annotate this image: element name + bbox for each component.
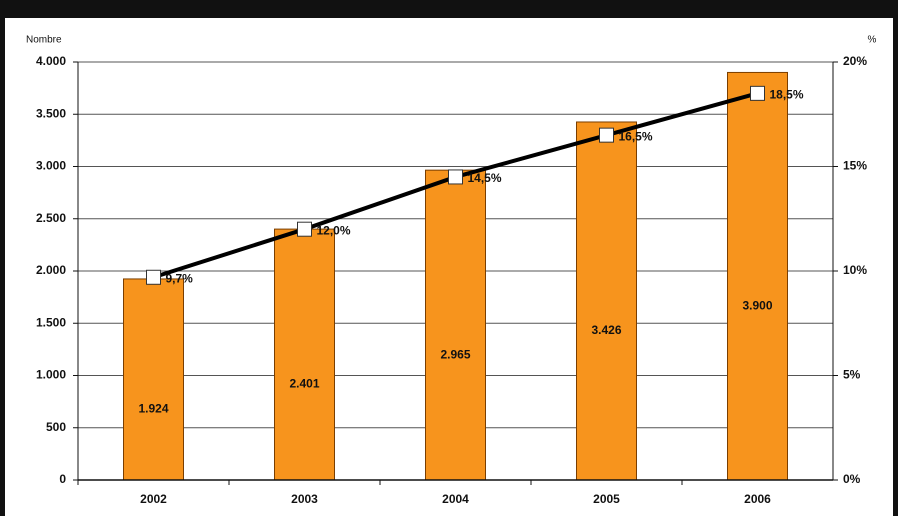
y-tick-label: 3.500 xyxy=(36,106,66,120)
line-value-label: 14,5% xyxy=(468,171,502,185)
y-tick-label: 0 xyxy=(59,472,66,486)
bar-value-label: 3.900 xyxy=(742,298,772,312)
line-marker xyxy=(599,127,614,143)
bar xyxy=(274,228,335,481)
top-band xyxy=(0,0,898,18)
left-border xyxy=(0,0,5,516)
line-value-label: 16,5% xyxy=(619,129,653,143)
bar-value-label: 2.401 xyxy=(289,377,319,391)
line-value-label: 18,5% xyxy=(770,88,804,102)
x-tick-label: 2003 xyxy=(291,492,318,506)
line-value-label: 12,0% xyxy=(317,223,351,237)
line-value-label: 9,7% xyxy=(166,271,194,285)
y-axis-label: Nombre xyxy=(26,35,62,46)
bar xyxy=(727,71,788,481)
x-tick-label: 2002 xyxy=(140,492,167,506)
x-tick-label: 2006 xyxy=(744,492,771,506)
y-tick-label: 2.500 xyxy=(36,211,66,225)
bar xyxy=(123,278,184,481)
bar xyxy=(425,169,486,481)
y-tick-label: 500 xyxy=(46,420,66,434)
line-marker xyxy=(297,221,312,237)
y2-tick-label: 5% xyxy=(843,368,861,382)
bar-value-label: 1.924 xyxy=(138,402,168,416)
line-marker xyxy=(146,269,161,285)
y-tick-label: 1.500 xyxy=(36,315,66,329)
line-marker xyxy=(750,85,765,101)
bar xyxy=(576,121,637,481)
y-tick-label: 2.000 xyxy=(36,263,66,277)
y-tick-label: 3.000 xyxy=(36,159,66,173)
y2-tick-label: 20% xyxy=(843,54,867,68)
bar-value-label: 3.426 xyxy=(591,323,621,337)
x-tick-label: 2005 xyxy=(593,492,620,506)
line-marker xyxy=(448,169,463,185)
right-border xyxy=(893,0,898,516)
bar-value-label: 2.965 xyxy=(440,347,470,361)
x-tick-label: 2004 xyxy=(442,492,469,506)
y2-tick-label: 0% xyxy=(843,472,861,486)
y2-axis-label: % xyxy=(868,35,877,46)
y-tick-label: 4.000 xyxy=(36,54,66,68)
y2-tick-label: 10% xyxy=(843,263,867,277)
y-tick-label: 1.000 xyxy=(36,368,66,382)
y2-tick-label: 15% xyxy=(843,159,867,173)
